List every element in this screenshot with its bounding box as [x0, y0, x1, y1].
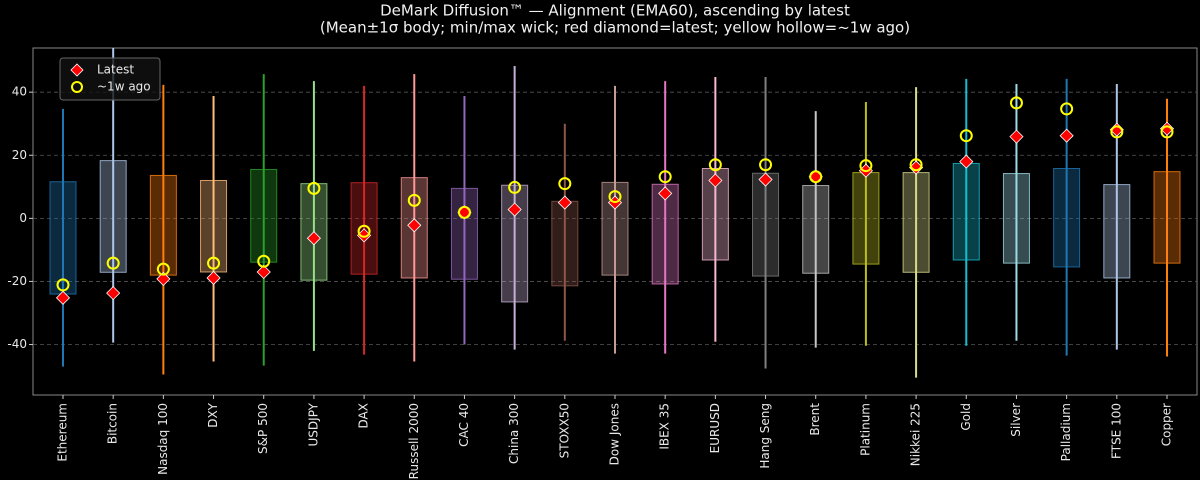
body	[450, 187, 478, 280]
y-tick-label: -40	[7, 337, 27, 351]
latest-marker	[658, 186, 673, 201]
latest-marker	[557, 195, 572, 210]
body	[49, 181, 77, 295]
week-ago-marker	[759, 158, 773, 172]
y-tick-label: 20	[12, 148, 27, 162]
legend-label: Latest	[97, 63, 134, 77]
x-tick-label: DAX	[357, 403, 371, 428]
week-ago-marker	[1009, 96, 1023, 110]
x-tick-label: Russell 2000	[407, 403, 421, 479]
latest-marker	[909, 160, 924, 175]
legend-marker	[70, 63, 84, 77]
latest-marker	[256, 264, 271, 280]
week-ago-marker	[558, 177, 572, 191]
latest-marker	[507, 202, 522, 217]
week-ago-marker	[407, 193, 421, 207]
week-ago-marker	[508, 180, 522, 194]
latest-marker	[959, 154, 974, 169]
body	[99, 160, 127, 273]
body	[1053, 168, 1081, 268]
body	[1002, 173, 1030, 264]
body	[802, 185, 830, 274]
latest-marker	[156, 271, 171, 286]
body	[1153, 171, 1181, 264]
latest-marker	[1009, 129, 1024, 144]
x-tick-label: Nikkei 225	[909, 403, 923, 466]
body	[852, 172, 880, 265]
body	[651, 183, 679, 285]
x-tick-label: Bitcoin	[106, 403, 120, 444]
body	[250, 168, 278, 263]
x-tick-label: EURUSD	[708, 403, 722, 453]
x-tick-label: S&P 500	[256, 403, 270, 454]
week-ago-marker	[257, 254, 271, 268]
body	[752, 172, 780, 277]
week-ago-marker	[357, 224, 371, 238]
y-tick-label: -20	[7, 274, 27, 288]
chart-subtitle: (Mean±1σ body; min/max wick; red diamond…	[320, 19, 910, 37]
week-ago-marker	[959, 129, 973, 143]
week-ago-marker	[859, 159, 873, 173]
latest-marker	[758, 172, 773, 187]
x-tick-label: Dow Jones	[608, 403, 622, 465]
legend-box	[59, 57, 161, 101]
week-ago-marker	[156, 262, 170, 276]
x-tick-label: Nasdaq 100	[156, 403, 170, 475]
chart-title: DeMark Diffusion™ — Alignment (EMA60), a…	[380, 2, 850, 20]
latest-marker	[1159, 121, 1175, 136]
body	[902, 172, 930, 273]
x-tick-label: Hang Seng	[758, 403, 772, 469]
week-ago-marker	[708, 158, 722, 172]
week-ago-marker	[1060, 102, 1074, 116]
x-tick-label: STOXX50	[557, 403, 571, 458]
y-tick-label: 0	[19, 211, 27, 225]
week-ago-marker	[56, 278, 70, 292]
x-tick-label: Platinum	[858, 403, 872, 456]
latest-marker	[708, 173, 723, 188]
x-tick-label: Silver	[1009, 403, 1023, 437]
week-ago-marker	[307, 181, 321, 195]
week-ago-marker	[207, 256, 221, 270]
x-tick-label: Ethereum	[56, 403, 70, 462]
latest-marker	[1059, 128, 1074, 143]
week-ago-marker	[106, 256, 120, 270]
latest-marker	[106, 286, 121, 301]
latest-marker	[306, 231, 321, 246]
week-ago-marker	[909, 158, 923, 172]
x-tick-label: USDJPY	[306, 402, 320, 446]
x-tick-label: China 300	[507, 403, 521, 464]
x-tick-label: FTSE 100	[1109, 403, 1123, 459]
x-tick-label: Copper	[1160, 403, 1174, 446]
week-ago-marker	[608, 190, 622, 204]
week-ago-marker	[1160, 125, 1174, 139]
body	[551, 200, 579, 287]
x-tick-label: IBEX 35	[658, 403, 672, 450]
latest-marker	[55, 290, 71, 305]
x-tick-label: CAC 40	[457, 403, 471, 447]
week-ago-marker	[1110, 125, 1124, 139]
x-tick-label: Palladium	[1059, 403, 1073, 461]
legend-marker	[71, 81, 83, 93]
week-ago-marker	[658, 170, 672, 184]
week-ago-marker	[457, 205, 471, 219]
body	[149, 174, 177, 276]
body	[952, 162, 980, 261]
week-ago-marker	[809, 170, 823, 184]
y-tick-label: 40	[12, 85, 27, 99]
legend-label: ~1w ago	[97, 80, 151, 94]
latest-marker	[407, 218, 422, 233]
x-tick-label: Gold	[959, 403, 973, 431]
latest-marker	[206, 270, 221, 286]
x-tick-label: Brent	[808, 403, 822, 436]
body	[1103, 184, 1131, 279]
x-tick-label: DXY	[206, 402, 220, 427]
